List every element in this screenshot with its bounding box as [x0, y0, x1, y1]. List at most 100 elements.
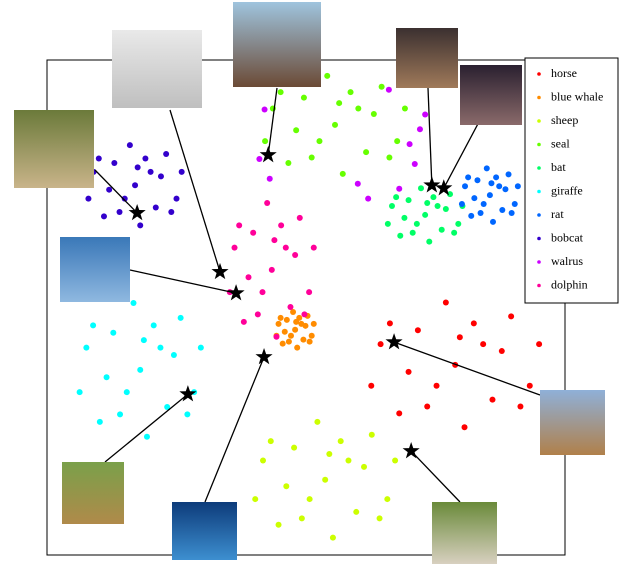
leader-line	[129, 269, 237, 294]
point	[384, 220, 391, 227]
point	[447, 191, 454, 198]
point	[271, 237, 278, 244]
point	[134, 164, 141, 171]
point	[236, 222, 243, 229]
legend-marker	[537, 260, 541, 264]
point	[306, 289, 313, 296]
star-marker	[227, 284, 245, 301]
point	[422, 111, 429, 118]
point	[339, 170, 346, 177]
point	[456, 334, 463, 341]
point	[168, 208, 175, 215]
point	[103, 374, 110, 381]
points-layer	[76, 72, 543, 541]
point	[401, 105, 408, 112]
point	[416, 126, 423, 133]
point	[137, 366, 144, 373]
point	[184, 411, 191, 418]
point	[480, 341, 487, 348]
point	[502, 186, 509, 193]
point	[353, 508, 360, 515]
point	[268, 266, 275, 273]
point	[170, 352, 177, 359]
links-layer	[94, 87, 541, 503]
animal-image	[432, 502, 497, 564]
point	[392, 457, 399, 464]
point	[411, 160, 418, 167]
point	[508, 313, 515, 320]
point	[164, 403, 171, 410]
point	[438, 226, 445, 233]
legend-label: blue whale	[551, 89, 603, 103]
point	[434, 203, 441, 210]
legend-label: rat	[551, 207, 564, 221]
point	[310, 320, 317, 327]
point	[110, 329, 117, 336]
point	[96, 418, 103, 425]
point	[422, 211, 429, 218]
point	[292, 252, 299, 259]
point	[424, 200, 431, 207]
point	[377, 341, 384, 348]
leader-line	[204, 356, 265, 503]
star-marker	[179, 385, 197, 402]
legend-label: dolphin	[551, 277, 588, 291]
point	[121, 195, 128, 202]
point	[355, 105, 362, 112]
point	[294, 344, 301, 351]
legend-label: bobcat	[551, 230, 584, 244]
point	[306, 496, 313, 503]
point	[163, 151, 170, 158]
point	[324, 72, 331, 79]
legend-marker	[537, 283, 541, 288]
point	[465, 174, 472, 181]
point	[287, 332, 294, 339]
point	[424, 403, 431, 410]
point	[273, 333, 280, 340]
point	[326, 451, 333, 458]
point	[426, 238, 433, 245]
star-marker	[402, 442, 420, 459]
point	[250, 229, 257, 236]
animal-image	[112, 30, 202, 108]
point	[142, 155, 149, 162]
point	[409, 229, 416, 236]
point	[414, 327, 421, 334]
point	[267, 438, 274, 445]
point	[293, 318, 300, 325]
point	[287, 304, 294, 311]
legend-marker	[537, 236, 541, 241]
point	[514, 183, 521, 190]
point	[240, 318, 247, 325]
point	[508, 209, 515, 216]
point	[361, 463, 368, 470]
leader-line	[410, 450, 461, 503]
leader-line	[104, 393, 189, 463]
point	[397, 232, 404, 239]
point	[393, 194, 400, 201]
point	[536, 341, 543, 348]
point	[300, 336, 307, 343]
legend: horse blue whale sheep seal bat giraffe rat bob…	[524, 57, 619, 304]
legend-label: horse	[551, 66, 577, 80]
point	[462, 183, 469, 190]
point	[245, 274, 252, 281]
point	[442, 205, 449, 212]
point	[376, 515, 383, 522]
images-layer	[14, 2, 605, 564]
legend-marker	[537, 189, 541, 194]
point	[396, 410, 403, 417]
point	[290, 308, 297, 315]
animal-image	[172, 502, 237, 560]
point	[468, 212, 475, 219]
point	[430, 194, 437, 201]
point	[140, 337, 147, 344]
point	[116, 208, 123, 215]
point	[471, 195, 478, 202]
point	[386, 320, 393, 327]
point	[363, 149, 370, 156]
point	[461, 424, 468, 431]
legend-label: giraffe	[551, 183, 583, 197]
point	[394, 138, 401, 145]
